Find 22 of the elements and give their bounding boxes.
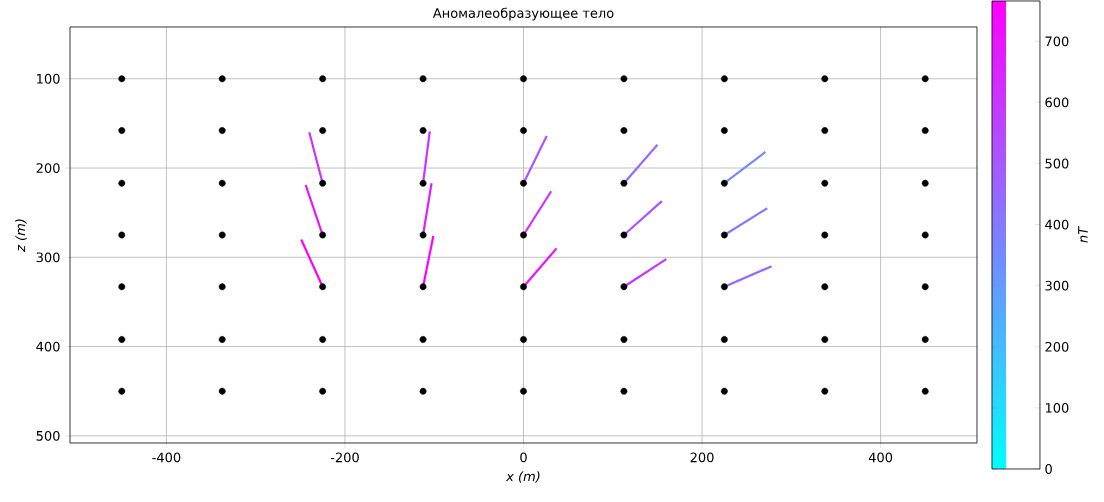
y-tick-label: 100 bbox=[37, 73, 60, 84]
color-bar-label: 100 bbox=[1045, 402, 1069, 413]
x-tick-label: 400 bbox=[868, 452, 893, 463]
y-tick-label: 500 bbox=[36, 430, 60, 441]
y-tick-label: 400 bbox=[36, 341, 60, 352]
y-tick-label: 300 bbox=[36, 252, 60, 263]
x-tick-label: 200 bbox=[690, 452, 714, 463]
color-bar-label: 200 bbox=[1045, 341, 1069, 352]
chart-title: Аномалеобразующее тело bbox=[432, 7, 614, 21]
color-bar-label: 500 bbox=[1045, 158, 1069, 169]
color-bar-label: 700 bbox=[1045, 36, 1069, 47]
color-bar-label: 400 bbox=[1045, 219, 1069, 230]
x-tick-label: -400 bbox=[152, 452, 181, 463]
color-bar-label: 0 bbox=[1045, 464, 1052, 474]
y-tick-label: 200 bbox=[36, 163, 60, 173]
x-tick-label: -200 bbox=[330, 452, 359, 463]
x-tick-label: 0 bbox=[520, 452, 527, 463]
y-axis-title: z (m) bbox=[15, 219, 27, 252]
color-bar-label: 300 bbox=[1045, 280, 1069, 291]
color-bar-title: nT bbox=[1078, 226, 1088, 243]
x-axis-title: x (m) bbox=[505, 471, 540, 483]
color-bar-label: 600 bbox=[1045, 97, 1069, 108]
